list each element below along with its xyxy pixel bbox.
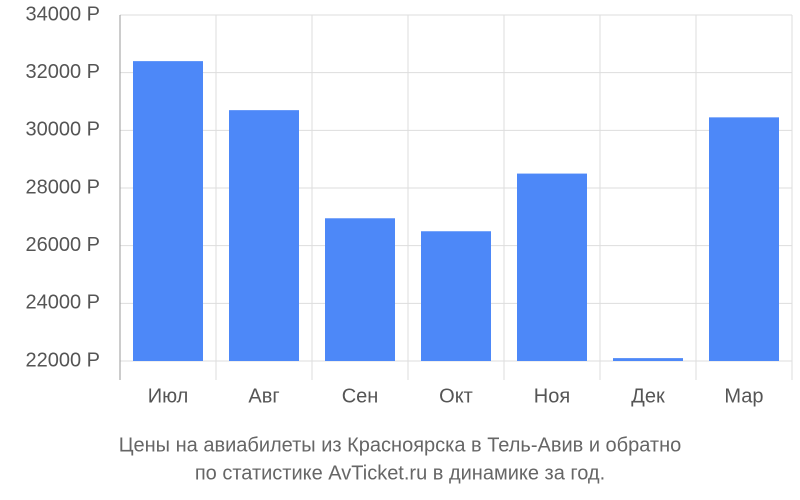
x-tick-label: Авг xyxy=(248,385,279,407)
x-tick-label: Дек xyxy=(631,385,665,407)
y-tick-label: 30000 Р xyxy=(25,119,100,141)
y-tick-label: 32000 Р xyxy=(25,61,100,83)
y-tick-label: 34000 Р xyxy=(25,3,100,25)
caption-line: Цены на авиабилеты из Красноярска в Тель… xyxy=(119,434,682,456)
y-tick-label: 24000 Р xyxy=(25,292,100,314)
bar xyxy=(229,110,299,362)
x-tick-label: Мар xyxy=(724,385,763,407)
bar xyxy=(709,117,779,361)
y-tick-label: 22000 Р xyxy=(25,349,100,371)
bar xyxy=(133,61,203,362)
caption-line: по статистике AvTicket.ru в динамике за … xyxy=(195,462,605,484)
x-tick-label: Сен xyxy=(342,385,379,407)
y-tick-label: 28000 Р xyxy=(25,176,100,198)
bar xyxy=(613,358,683,361)
x-tick-label: Окт xyxy=(439,385,473,407)
x-tick-label: Июл xyxy=(148,385,189,407)
bar xyxy=(421,231,491,361)
bar xyxy=(517,173,587,361)
y-tick-label: 26000 Р xyxy=(25,234,100,256)
bar xyxy=(325,218,395,361)
x-tick-label: Ноя xyxy=(534,385,570,407)
